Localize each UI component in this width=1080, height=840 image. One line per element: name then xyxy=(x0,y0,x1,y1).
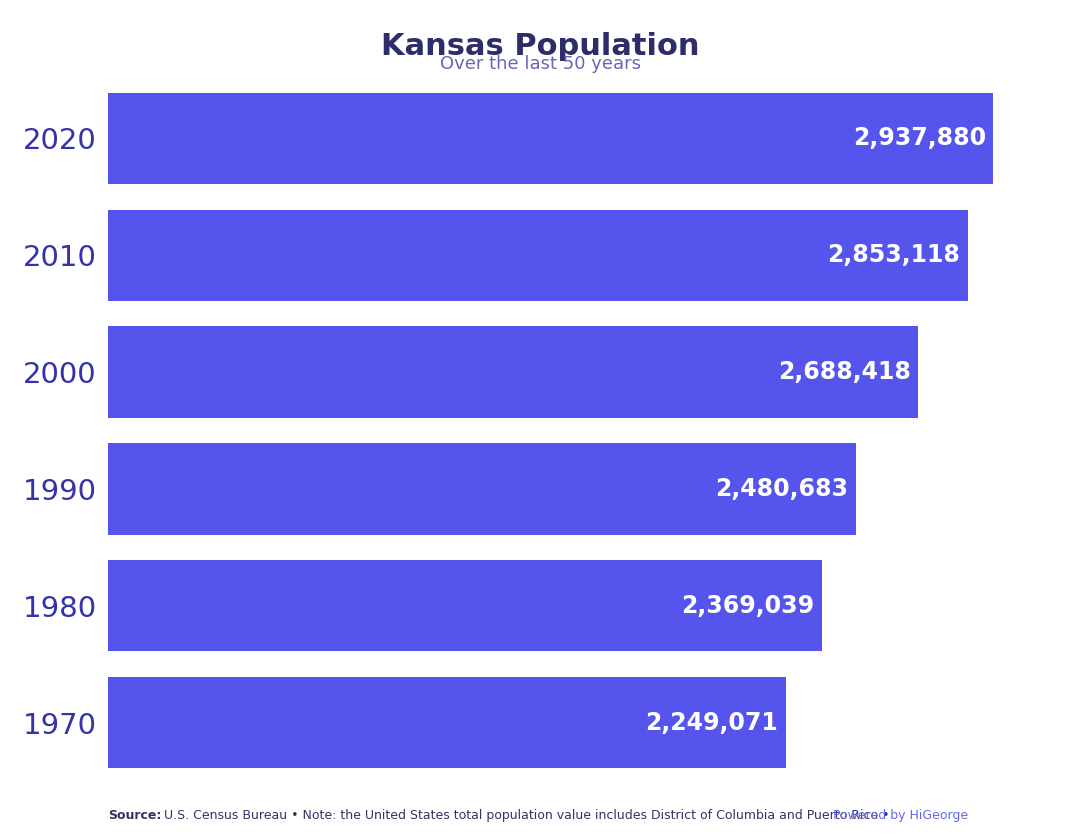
Text: Source:: Source: xyxy=(108,809,161,822)
Bar xyxy=(108,92,994,184)
Text: 2,249,071: 2,249,071 xyxy=(646,711,779,735)
Text: 2,853,118: 2,853,118 xyxy=(827,243,960,267)
Text: U.S. Census Bureau • Note: the United States total population value includes Dis: U.S. Census Bureau • Note: the United St… xyxy=(160,809,893,822)
Text: Over the last 50 years: Over the last 50 years xyxy=(440,55,640,72)
Bar xyxy=(108,209,968,301)
Text: Powered by HiGeorge: Powered by HiGeorge xyxy=(833,809,968,822)
Text: 2,480,683: 2,480,683 xyxy=(715,477,848,501)
Text: Kansas Population: Kansas Population xyxy=(381,32,699,61)
Text: 2,369,039: 2,369,039 xyxy=(681,594,814,618)
Bar xyxy=(108,560,822,652)
Bar xyxy=(108,444,855,534)
Bar xyxy=(108,327,918,417)
Text: 2,688,418: 2,688,418 xyxy=(778,360,910,384)
Text: 2,937,880: 2,937,880 xyxy=(853,126,986,150)
Bar xyxy=(108,677,786,769)
